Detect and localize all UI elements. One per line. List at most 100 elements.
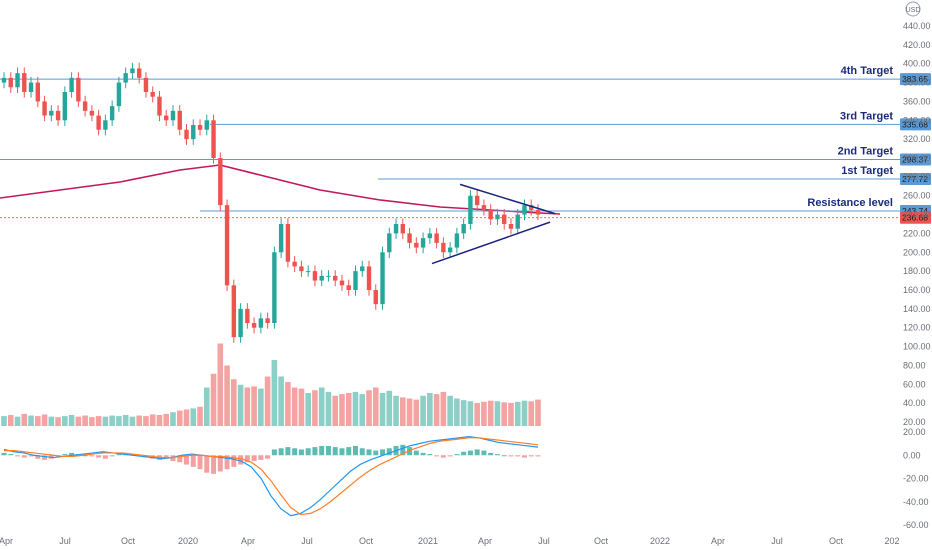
macd-histogram-bar (332, 447, 338, 456)
volume-bar (454, 398, 460, 426)
candle-body (49, 110, 54, 116)
volume-bar (95, 416, 102, 426)
candle-body (522, 205, 527, 215)
macd-histogram-bar (386, 448, 392, 456)
macd-histogram-bar (89, 455, 95, 457)
candle-body (326, 275, 331, 277)
volume-bar (210, 373, 217, 426)
volume-bar (521, 400, 528, 426)
candle-body (55, 110, 61, 121)
macd-histogram-bar (528, 455, 534, 457)
price-tick-label: 300.00 (903, 153, 931, 163)
macd-histogram-bar (69, 452, 75, 456)
volume-bar (413, 399, 420, 426)
price-tick-label: 180.00 (903, 266, 931, 276)
candle-body (441, 242, 446, 253)
macd-histogram-bar (28, 455, 34, 457)
volume-bar (163, 413, 170, 426)
candle-body (387, 233, 392, 253)
volume-bar (41, 414, 48, 426)
price-tick-label: 240.00 (903, 210, 931, 220)
volume-bar (406, 398, 413, 426)
candle-body (488, 209, 493, 220)
candle-body (143, 77, 149, 92)
macd-histogram-bar (312, 447, 318, 456)
candle-body (535, 209, 541, 215)
level-label: 1st Target (841, 165, 893, 177)
candle-body (434, 233, 439, 243)
price-tick-label: 280.00 (903, 172, 931, 182)
signal-line (4, 437, 539, 516)
price-tick-label: 380.00 (903, 78, 931, 88)
volume-bar (55, 417, 61, 426)
volume-bar (487, 400, 494, 426)
macd-tick-label: -40.00 (903, 497, 929, 507)
volume-bar (109, 415, 115, 426)
macd-tick-label: -60.00 (903, 520, 929, 530)
macd-histogram-bar (15, 455, 21, 457)
candle-body (1, 77, 7, 83)
price-tick-label: 120.00 (903, 323, 931, 333)
macd-histogram-bar (488, 452, 494, 456)
macd-histogram-bar (42, 455, 48, 460)
candle-body (62, 92, 68, 121)
volume-bar (460, 400, 467, 426)
volume-bar (231, 379, 237, 426)
candle-body (245, 308, 250, 323)
macd-histogram-bar (285, 447, 291, 456)
time-tick-label: 2021 (418, 536, 438, 546)
candle-body (211, 120, 216, 158)
macd-histogram-bar (190, 455, 196, 467)
macd-histogram-bar (258, 455, 264, 460)
volume-bar (312, 390, 318, 426)
price-tick-label: 40.00 (903, 398, 926, 408)
candle-body (28, 82, 34, 92)
volume-bar (122, 415, 129, 426)
volume-bar (190, 408, 197, 426)
price-tick-label: 160.00 (903, 285, 931, 295)
candle-body (346, 285, 351, 290)
candle-body (35, 82, 40, 102)
macd-histogram-bar (373, 450, 379, 456)
currency-icon[interactable]: USD (905, 1, 921, 17)
volume-bar (7, 415, 14, 426)
volume-bar (14, 416, 21, 426)
candle-body (502, 214, 507, 224)
volume-bar (508, 402, 514, 426)
volume-bar (183, 409, 190, 426)
macd-histogram-bar (238, 455, 244, 465)
macd-histogram-bar (366, 449, 372, 456)
volume-bar (379, 393, 386, 426)
candle-body (319, 275, 324, 281)
volume-bar (291, 387, 298, 426)
volume-bar (386, 390, 393, 426)
candle-body (299, 266, 304, 272)
candle-body (420, 238, 426, 248)
last-price-badge (900, 211, 931, 224)
macd-histogram-bar (298, 449, 304, 456)
volume-bar (244, 387, 251, 426)
candle-body (136, 68, 142, 78)
price-tick-label: 440.00 (903, 21, 931, 31)
candle-body (272, 252, 277, 323)
level-price-text: 383.65 (902, 74, 928, 84)
macd-histogram-bar (319, 445, 325, 456)
volume-bar (136, 415, 142, 426)
level-price-text: 298.37 (902, 155, 928, 165)
level-price-badge (900, 73, 931, 86)
candle-body (366, 266, 372, 290)
level-price-text: 243.74 (902, 206, 928, 216)
macd-histogram-bar (62, 454, 68, 456)
candle-body (22, 73, 27, 92)
macd-histogram-bar (292, 448, 298, 456)
level-label: 3rd Target (840, 110, 893, 122)
volume-bar (318, 387, 325, 426)
volume-bar (143, 416, 149, 426)
candle-body (8, 77, 13, 88)
price-tick-label: 260.00 (903, 191, 931, 201)
price-tick-label: 60.00 (903, 379, 926, 389)
volume-bar (501, 402, 508, 426)
macd-histogram-bar (35, 455, 41, 459)
